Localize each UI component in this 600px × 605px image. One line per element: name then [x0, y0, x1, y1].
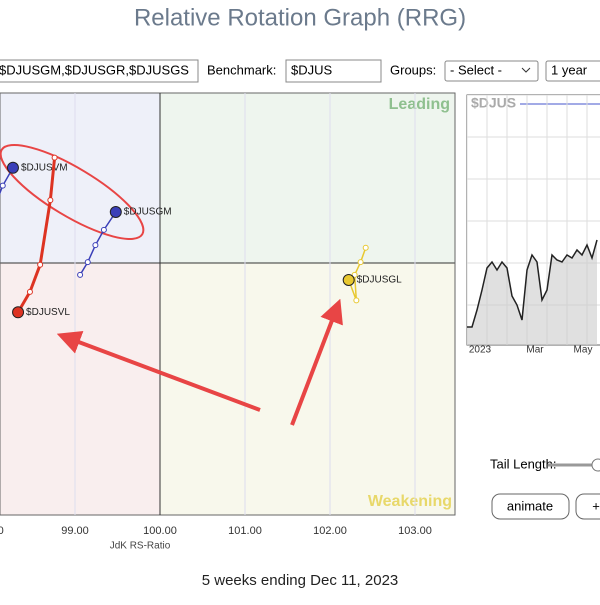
benchmark-value: $DJUS — [291, 62, 333, 77]
quadrant-improving — [0, 93, 160, 263]
slider-knob[interactable] — [591, 458, 600, 472]
x-tick-label: 101.00 — [228, 525, 262, 537]
tails: $DJUSVM $DJUSGM $DJUSVL $DJUSGL — [0, 154, 402, 319]
series-label: $DJUSVL — [26, 307, 70, 318]
head-point — [12, 306, 25, 319]
mini-x-label: May — [574, 345, 593, 356]
symbols-value: $DJUSGM,$DJUSGR,$DJUSGS — [0, 62, 189, 77]
tail-point — [77, 271, 84, 278]
x-tick-label: 99.00 — [61, 525, 89, 537]
x-axis-label: JdK RS-Ratio — [110, 541, 171, 552]
tail-point — [100, 226, 107, 233]
series-label: $DJUSGL — [357, 275, 402, 286]
animate-button[interactable] — [491, 493, 570, 520]
tail-point — [84, 259, 91, 266]
animate-text: animate — [507, 498, 553, 513]
benchmark-input[interactable] — [285, 59, 382, 83]
tail-point — [0, 182, 6, 189]
rrg-plot: Leading Weakening — [0, 92, 456, 516]
tail-point — [26, 288, 33, 295]
tail-point — [92, 242, 99, 249]
tail-point — [51, 154, 58, 161]
tail-point — [362, 244, 369, 251]
series-label: $DJUSGM — [124, 207, 172, 218]
plot-frame — [0, 92, 456, 516]
period-select[interactable] — [545, 60, 600, 82]
annotation-arrow — [290, 298, 343, 426]
tail-point — [47, 197, 54, 204]
mini-chart — [467, 95, 600, 345]
footer: 5 weeks ending Dec 11, 2023 — [202, 572, 399, 589]
benchmark-label: Benchmark: — [207, 62, 276, 77]
leading-label: Leading — [389, 96, 450, 113]
tail-point — [351, 271, 358, 278]
tail-point — [353, 297, 360, 304]
more-button[interactable] — [575, 493, 600, 520]
head-point — [109, 206, 122, 218]
weakening-label: Weakening — [368, 493, 452, 510]
mini-x-label: 2023 — [469, 345, 492, 356]
groups-label: Groups: — [390, 62, 436, 77]
highlight-ellipse — [0, 144, 145, 240]
x-tick-label: 100.00 — [143, 525, 177, 537]
tail-length-label: Tail Length: — [490, 456, 557, 471]
head-point — [6, 161, 19, 174]
mini-x-label: Mar — [526, 345, 544, 356]
quadrant-leading — [160, 93, 455, 263]
x-tick-label: 103.00 — [398, 525, 432, 537]
dropdown-arrow — [521, 67, 531, 73]
x-tick-label: 102.00 — [313, 525, 347, 537]
page-title: Relative Rotation Graph (RRG) — [134, 4, 466, 31]
series-label: $DJUSVM — [21, 162, 68, 173]
x-tick-label: 98.00 — [0, 525, 4, 537]
quadrant-lagging — [0, 263, 160, 515]
groups-select[interactable] — [444, 60, 539, 82]
symbols-input[interactable] — [0, 59, 199, 83]
tail-point — [357, 259, 364, 266]
period-value: 1 year — [551, 62, 588, 77]
mini-label: $DJUS — [471, 95, 516, 111]
tail-point — [37, 261, 44, 268]
mini-line — [467, 239, 598, 328]
annotation-arrow — [56, 330, 261, 412]
more-text: + — [592, 498, 600, 513]
head-point — [342, 274, 355, 286]
groups-value: - Select - — [450, 62, 502, 77]
